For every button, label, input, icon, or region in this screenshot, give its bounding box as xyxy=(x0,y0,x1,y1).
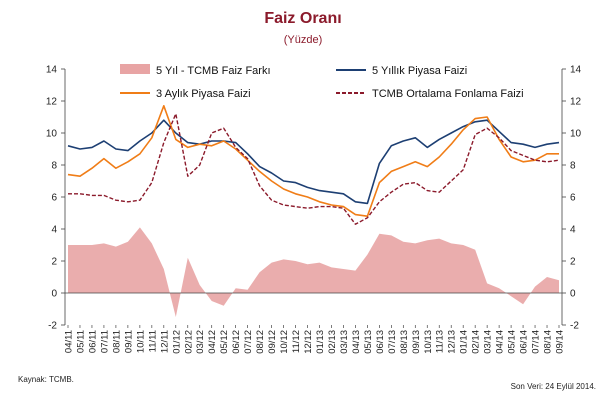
right-y-tick-label: 6 xyxy=(570,193,576,204)
x-tick-label: 07/12 xyxy=(243,330,254,354)
left-y-tick-label: 14 xyxy=(46,65,58,76)
legend: 5 Yıl - TCMB Faiz Farkı 5 Yıllık Piyasa F… xyxy=(120,64,524,100)
x-tick-label: 06/12 xyxy=(231,330,242,354)
right-y-tick-label: 8 xyxy=(570,161,576,172)
x-tick-label: 02/14 xyxy=(471,330,482,354)
legend-label: 3 Aylık Piyasa Faizi xyxy=(156,88,251,100)
chart-title: Faiz Oranı xyxy=(264,10,341,27)
left-y-tick-label: 10 xyxy=(46,129,58,140)
x-tick-label: 01/12 xyxy=(171,330,182,354)
spread-area-layer xyxy=(68,227,559,317)
right-y-tick-label: 0 xyxy=(570,289,576,300)
last-data-note: Son Veri: 24 Eylül 2014. xyxy=(511,382,596,391)
x-tick-label: 10/11 xyxy=(135,330,146,353)
x-tick-label: 11/13 xyxy=(435,330,446,353)
legend-label: TCMB Ortalama Fonlama Faizi xyxy=(372,88,524,100)
x-tick-label: 08/13 xyxy=(399,330,410,354)
x-tick-label: 04/13 xyxy=(351,330,362,354)
source-note: Kaynak: TCMB. xyxy=(18,375,74,384)
x-tick-label: 05/11 xyxy=(75,330,86,353)
x-tick-label: 05/13 xyxy=(363,330,374,354)
left-y-tick-label: 8 xyxy=(51,161,57,172)
x-tick-label: 12/12 xyxy=(303,330,314,354)
x-tick-label: 01/14 xyxy=(459,330,470,354)
x-tick-label: 10/13 xyxy=(423,330,434,354)
legend-label: 5 Yıllık Piyasa Faizi xyxy=(372,65,467,77)
left-y-axis-ticks: -2 0 2 4 6 8 10 12 14 xyxy=(46,65,65,332)
right-y-tick-label: -2 xyxy=(570,321,579,332)
x-tick-label: 03/12 xyxy=(195,330,206,354)
x-tick-label: 11/11 xyxy=(147,330,158,352)
right-y-tick-label: 12 xyxy=(570,97,582,108)
x-tick-label: 07/13 xyxy=(387,330,398,354)
three-month-rate-line xyxy=(67,105,559,217)
legend-swatch-spread xyxy=(120,64,150,74)
x-tick-label: 06/14 xyxy=(519,330,530,354)
left-y-tick-label: 12 xyxy=(46,97,58,108)
x-tick-label: 04/12 xyxy=(207,330,218,354)
x-tick-label: 05/14 xyxy=(507,330,518,354)
right-y-tick-label: 2 xyxy=(570,257,576,268)
x-tick-label: 01/13 xyxy=(315,330,326,354)
x-tick-label: 05/12 xyxy=(219,330,230,354)
x-tick-label: 09/14 xyxy=(555,330,566,354)
x-tick-label: 02/13 xyxy=(327,330,338,354)
x-tick-label: 07/14 xyxy=(531,330,542,354)
x-axis-ticks: 04/11 05/11 06/11 07/11 08/11 09/11 10/11 11/11… xyxy=(64,325,566,354)
left-y-tick-label: 2 xyxy=(51,257,57,268)
spread-area xyxy=(68,227,559,317)
x-tick-label: 06/13 xyxy=(375,330,386,354)
lines-layer xyxy=(67,105,560,225)
left-y-tick-label: 0 xyxy=(51,289,57,300)
x-tick-label: 10/12 xyxy=(279,330,290,354)
x-tick-label: 09/11 xyxy=(123,330,134,353)
tcmb-funding-rate-line xyxy=(68,113,560,225)
x-tick-label: 08/12 xyxy=(255,330,266,354)
x-tick-label: 08/11 xyxy=(111,330,122,353)
five-year-rate-line xyxy=(67,119,560,205)
chart-subtitle: (Yüzde) xyxy=(284,34,323,46)
legend-label: 5 Yıl - TCMB Faiz Farkı xyxy=(156,65,271,77)
right-y-tick-label: 10 xyxy=(570,129,582,140)
x-tick-label: 09/12 xyxy=(267,330,278,354)
x-tick-label: 12/11 xyxy=(159,330,170,353)
x-tick-label: 11/12 xyxy=(291,330,302,353)
x-tick-label: 09/13 xyxy=(411,330,422,354)
x-tick-label: 08/14 xyxy=(543,330,554,354)
x-tick-label: 12/13 xyxy=(447,330,458,354)
right-y-axis-ticks: -2 0 2 4 6 8 10 12 14 xyxy=(562,65,582,332)
x-tick-label: 03/13 xyxy=(339,330,350,354)
right-y-tick-label: 4 xyxy=(570,225,576,236)
x-tick-label: 06/11 xyxy=(87,330,98,353)
right-y-tick-label: 14 xyxy=(570,65,582,76)
x-tick-label: 03/14 xyxy=(483,330,494,354)
left-y-tick-label: 4 xyxy=(51,225,57,236)
x-tick-label: 04/11 xyxy=(64,330,75,353)
x-tick-label: 07/11 xyxy=(99,330,110,353)
left-y-tick-label: 6 xyxy=(51,193,57,204)
left-y-tick-label: -2 xyxy=(48,321,57,332)
x-tick-label: 02/12 xyxy=(183,330,194,354)
x-tick-label: 04/14 xyxy=(495,330,506,354)
